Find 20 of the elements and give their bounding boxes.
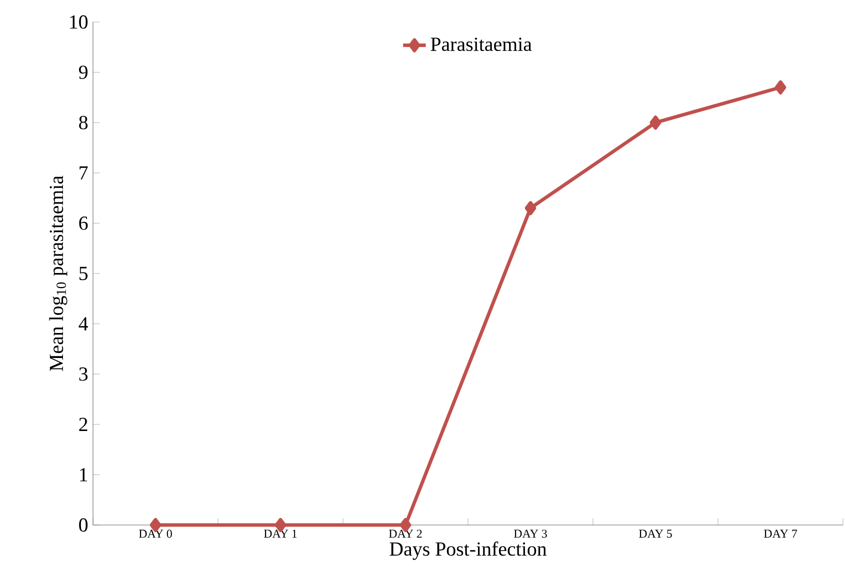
x-tick-label: DAY 5 [638,530,672,538]
point [650,116,662,130]
y-tick-label: 6 [79,216,88,230]
point [524,201,536,216]
y-tick-label: 10 [70,15,88,29]
point [774,80,786,94]
y-tick-label: 0 [79,518,88,532]
x-axis-title: Days Post-infection [390,542,547,560]
x-tick-label: DAY 3 [514,530,547,538]
y-tick-label: 3 [79,367,88,381]
y-tick-label: 1 [80,468,88,482]
y-tick-label: 9 [78,66,88,79]
y-tick-label: 5 [80,266,88,280]
y-tick-label: 2 [79,418,88,431]
y-tick-label: 8 [79,116,88,130]
y-axis-title: Mean log$_{10}$ parasitaemia [49,176,68,371]
x-tick-label: DAY 7 [764,530,798,538]
legend-label: Parasitaemia [430,38,532,52]
y-tick-label: 7 [80,166,88,180]
y-tick-label: 4 [78,317,88,330]
